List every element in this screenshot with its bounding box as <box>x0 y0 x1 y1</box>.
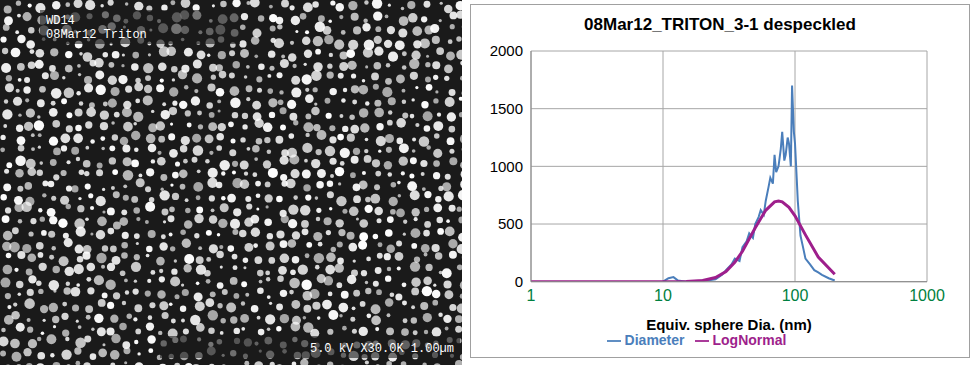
svg-text:08Mar12 Triton: 08Mar12 Triton <box>46 28 147 42</box>
svg-text:500: 500 <box>498 215 523 232</box>
svg-text:5.0 kV X30.0K 1.00µm: 5.0 kV X30.0K 1.00µm <box>310 342 454 356</box>
html-text:LogNormal: LogNormal <box>712 331 787 348</box>
svg-text:1000: 1000 <box>909 287 945 304</box>
svg-text:1500: 1500 <box>490 100 523 117</box>
html-text:08Mar12_TRITON_3-1 despeckled: 08Mar12_TRITON_3-1 despeckled <box>584 15 856 34</box>
svg-text:Equiv. sphere Dia. (nm): Equiv. sphere Dia. (nm) <box>646 316 812 333</box>
svg-text:10: 10 <box>654 287 672 304</box>
svg-text:1: 1 <box>527 287 536 304</box>
svg-text:WD14: WD14 <box>46 14 75 28</box>
svg-text:1000: 1000 <box>490 158 523 175</box>
html-text:Diameter: Diameter <box>624 331 685 348</box>
svg-text:0: 0 <box>515 273 523 290</box>
svg-text:100: 100 <box>782 287 809 304</box>
svg-text:2000: 2000 <box>490 42 523 59</box>
